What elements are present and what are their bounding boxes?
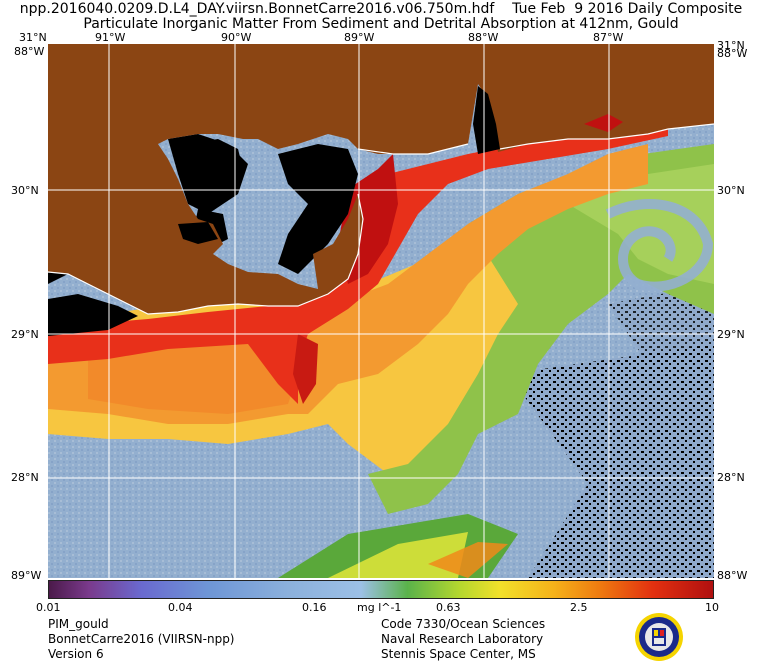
top-right-corner-lon-label: 88°W — [717, 47, 748, 60]
satellite-map — [48, 44, 714, 578]
product-filename-title: npp.2016040.0209.D.L4_DAY.viirsn.BonnetC… — [19, 1, 743, 17]
cloud-speckle-area — [508, 344, 714, 578]
top-lon-label-89w: 89°W — [344, 31, 375, 44]
top-lon-label-88w: 88°W — [468, 31, 499, 44]
colorbar-tick-2: 0.16 — [302, 601, 327, 614]
product-name: PIM_gould — [48, 617, 109, 631]
no-data-region — [48, 294, 138, 336]
nrl-seal-logo — [635, 613, 683, 661]
top-lon-label-87w: 87°W — [593, 31, 624, 44]
lake-pontchartrain — [188, 139, 243, 179]
version-label: Version 6 — [48, 647, 104, 661]
coastline — [48, 123, 714, 315]
top-lon-label-91w: 91°W — [95, 31, 126, 44]
org-code: Code 7330/Ocean Sciences — [381, 617, 546, 631]
right-lat-label-29n: 29°N — [717, 328, 745, 341]
mobile-bay — [473, 86, 500, 154]
right-lat-label-28n: 28°N — [717, 471, 745, 484]
top-left-lat-label: 31°N — [19, 31, 47, 44]
colorbar-tick-4: 2.5 — [570, 601, 588, 614]
bottom-left-corner-label: 89°W — [11, 569, 42, 582]
bottom-right-corner-label: 88°W — [717, 569, 748, 582]
product-description-title: Particulate Inorganic Matter From Sedime… — [83, 16, 679, 32]
right-lat-label-30n: 30°N — [717, 184, 745, 197]
colorbar-tick-5: 10 — [705, 601, 719, 614]
colorbar-units-label: mg l^-1 — [357, 601, 402, 614]
left-lat-label-29n: 29°N — [11, 328, 39, 341]
top-lon-label-90w: 90°W — [221, 31, 252, 44]
left-lat-label-28n: 28°N — [11, 471, 39, 484]
colorbar-tick-3: 0.63 — [436, 601, 461, 614]
org-location: Stennis Space Center, MS — [381, 647, 536, 661]
left-lat-label-30n: 30°N — [11, 184, 39, 197]
sensor-name: BonnetCarre2016 (VIIRSN-npp) — [48, 632, 235, 646]
color-scale-bar — [48, 580, 714, 599]
org-name: Naval Research Laboratory — [381, 632, 544, 646]
top-right-lat-label: 31°N — [717, 39, 745, 52]
graticule-grid — [48, 44, 714, 578]
colorbar-tick-1: 0.04 — [168, 601, 193, 614]
top-left-corner-lon-label: 88°W — [14, 45, 45, 58]
land-mass — [48, 44, 714, 314]
colorbar-tick-0: 0.01 — [36, 601, 61, 614]
